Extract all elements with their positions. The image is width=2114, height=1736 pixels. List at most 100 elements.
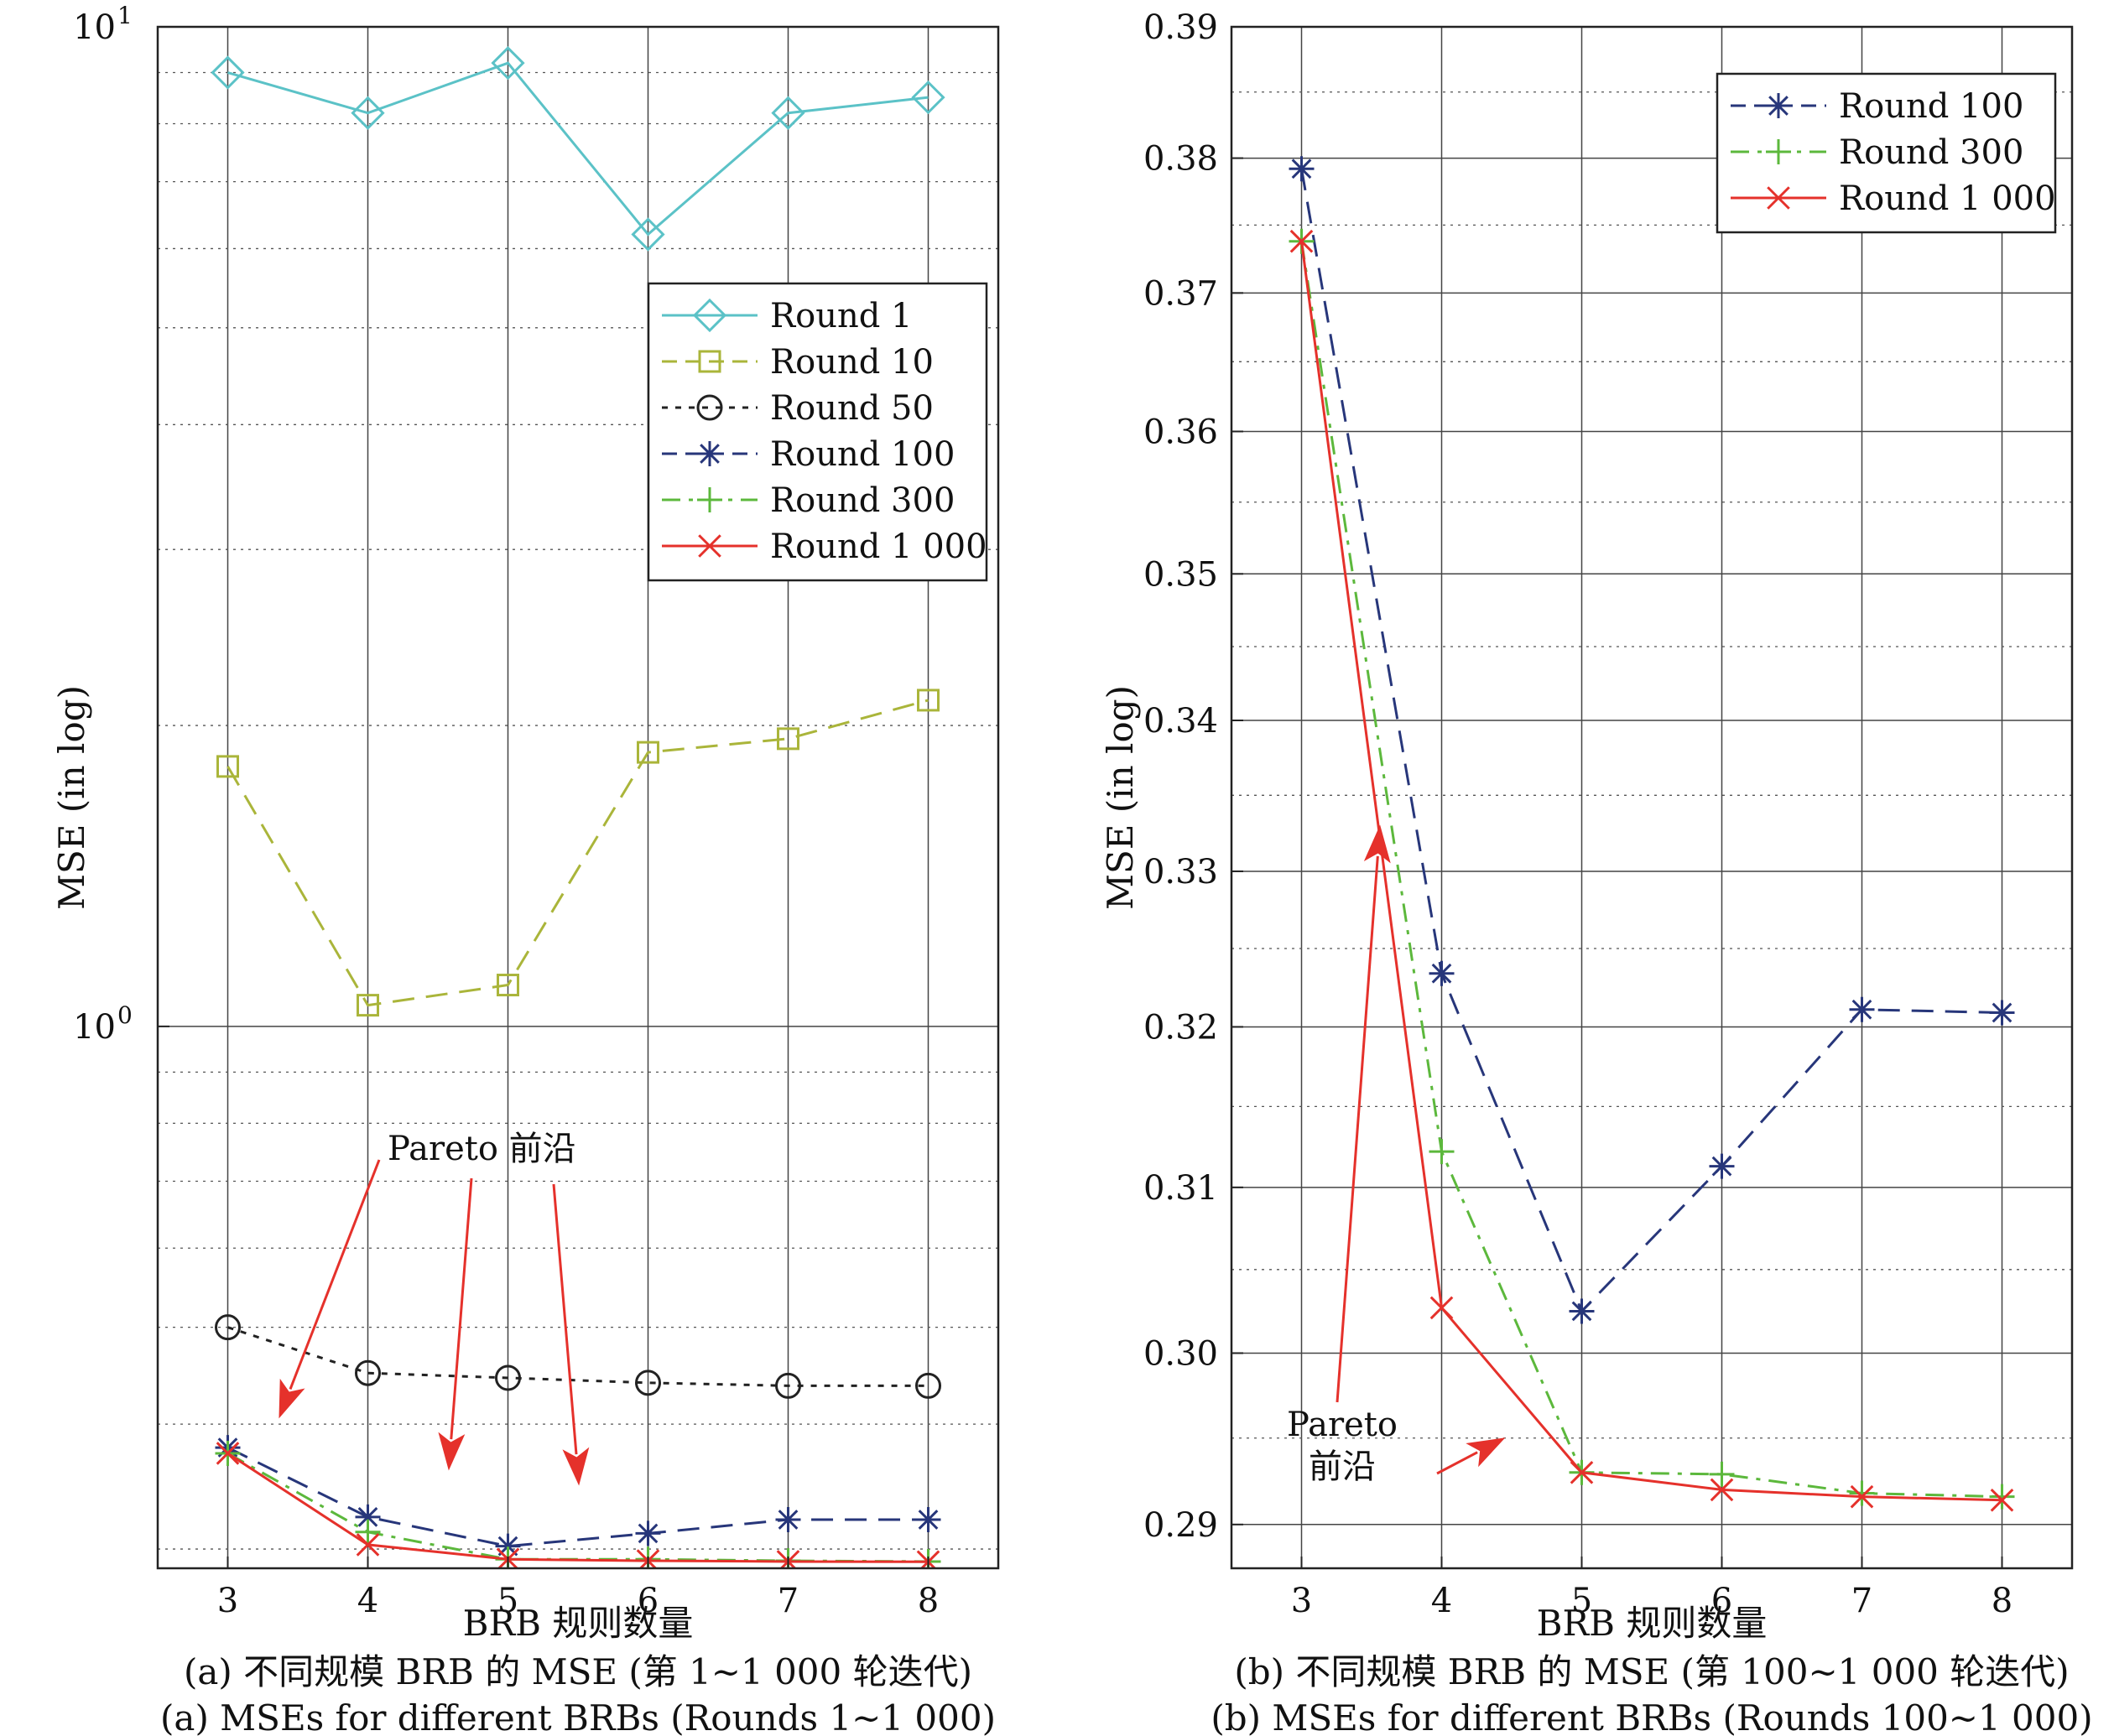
legend-marker xyxy=(698,534,721,558)
data-point xyxy=(1570,1460,1594,1484)
x-tick-label: 3 xyxy=(217,1582,238,1620)
legend-label: Round 1 xyxy=(770,297,913,335)
data-point xyxy=(491,46,525,81)
y-tick-label: 0.37 xyxy=(1143,274,1218,313)
data-point xyxy=(216,1442,240,1465)
data-point xyxy=(775,1507,801,1533)
y-axis-label-right: MSE (in log) xyxy=(1100,685,1141,910)
plot-frame-left xyxy=(156,25,1000,1570)
data-point xyxy=(1989,1000,2015,1026)
legend-marker xyxy=(692,298,727,333)
legend-entry: Round 1 000 xyxy=(1731,179,2056,218)
y-tick-label: 0.32 xyxy=(1143,1008,1218,1047)
x-tick-label: 4 xyxy=(357,1582,378,1620)
series-line xyxy=(226,699,929,1007)
x-tick-label: 7 xyxy=(1851,1582,1872,1620)
data-point xyxy=(915,1507,941,1533)
series-round300 xyxy=(1289,228,2015,1510)
y-tick-label: 0.33 xyxy=(1143,853,1218,891)
x-tick-label: 8 xyxy=(1992,1582,2012,1620)
data-point xyxy=(497,974,519,997)
y-tick-label: 0.31 xyxy=(1143,1169,1218,1208)
y-tick-label: 0.36 xyxy=(1143,413,1218,451)
annotation-pareto-left: Pareto 前沿 xyxy=(388,1130,576,1168)
legend-marker xyxy=(1766,93,1791,118)
legend-entry: Round 100 xyxy=(662,435,955,474)
legend-marker xyxy=(696,394,723,421)
y-tick-label: 0.34 xyxy=(1143,702,1218,741)
series-line xyxy=(227,61,929,236)
annotation-arrow-2 xyxy=(438,1177,473,1471)
y-tick-exponent: 0 xyxy=(117,1001,133,1029)
series-right xyxy=(1289,156,2015,1512)
series-round100 xyxy=(1289,156,2015,1324)
annotation-pareto-right-line1: Pareto xyxy=(1287,1406,1398,1444)
legend-label: Round 100 xyxy=(1839,87,2023,126)
data-point xyxy=(911,81,945,115)
legend-label: Round 100 xyxy=(770,435,955,474)
data-point xyxy=(1429,1296,1454,1320)
annotation-arrow-1 xyxy=(1336,824,1391,1403)
data-point xyxy=(357,994,379,1017)
data-point xyxy=(1710,1478,1734,1502)
legend-marker xyxy=(1766,139,1791,164)
data-point xyxy=(215,1314,241,1341)
ticks-right: 3 4 5 6 7 8 0.29 0.30 0.31 0.32 0.33 0.34 0.35 0.36 0.… xyxy=(1143,8,2012,1620)
data-point xyxy=(1989,1484,2015,1510)
series-left xyxy=(211,46,945,1568)
data-point xyxy=(1990,1488,2014,1512)
caption-right-en: (b) MSEs for different BRBs (Rounds 100~… xyxy=(1211,1697,2092,1736)
data-point xyxy=(1709,1153,1735,1179)
y-tick-label: 0.30 xyxy=(1143,1334,1218,1373)
data-point xyxy=(216,755,239,778)
x-tick-label: 8 xyxy=(918,1582,939,1620)
caption-left-cn: (a) 不同规模 BRB 的 MSE (第 1~1 000 轮迭代) xyxy=(184,1651,972,1692)
data-point xyxy=(1709,1461,1735,1487)
y-tick-exponent: 1 xyxy=(117,2,133,29)
legend-label: Round 1 000 xyxy=(1839,179,2056,218)
legend-label: Round 10 xyxy=(770,343,934,382)
data-point xyxy=(1429,960,1455,986)
data-point xyxy=(355,1504,381,1530)
data-point xyxy=(1849,996,1875,1022)
legend-label: Round 300 xyxy=(770,481,955,520)
y-tick-label: 0.29 xyxy=(1143,1506,1218,1545)
legend-marker xyxy=(1767,186,1790,210)
annotation-pareto-right-line2: 前沿 xyxy=(1309,1448,1376,1486)
legend-entry: Round 50 xyxy=(662,389,934,428)
y-tick-label: 0.39 xyxy=(1143,8,1218,47)
chart-right: 3 4 5 6 7 8 0.29 0.30 0.31 0.32 0.33 0.34 0.35 0.36 0.… xyxy=(1100,8,2093,1736)
x-tick-label: 5 xyxy=(497,1582,518,1620)
data-point xyxy=(1850,1484,1874,1509)
data-point xyxy=(777,727,799,751)
annotation-right: Pareto 前沿 xyxy=(1287,824,1506,1486)
caption-left-en: (a) MSEs for different BRBs (Rounds 1~1 … xyxy=(160,1697,996,1736)
series-round1000 xyxy=(1289,229,2014,1512)
data-point xyxy=(1849,1480,1875,1506)
series-round50 xyxy=(215,1314,941,1399)
legend-entry: Round 1 xyxy=(662,297,913,335)
legend-label: Round 1 000 xyxy=(770,528,987,566)
data-point xyxy=(917,689,940,712)
legend-box xyxy=(647,282,988,582)
data-point xyxy=(631,217,665,252)
legend-entry: Round 100 xyxy=(1731,87,2023,126)
caption-right-cn: (b) 不同规模 BRB 的 MSE (第 100~1 000 轮迭代) xyxy=(1234,1651,2069,1692)
series-round1 xyxy=(211,46,945,252)
grid-left xyxy=(158,26,998,1568)
x-tick-label: 6 xyxy=(1711,1582,1732,1620)
data-point xyxy=(635,1520,661,1546)
x-axis-label-left: BRB 规则数量 xyxy=(463,1603,694,1644)
annotation-arrow-3 xyxy=(552,1183,590,1486)
legend-entry: Round 300 xyxy=(662,481,955,520)
x-tick-label: 4 xyxy=(1431,1582,1452,1620)
series-line xyxy=(226,1446,929,1548)
plot-frame-right xyxy=(1230,25,2074,1570)
data-point xyxy=(915,1372,941,1399)
data-point xyxy=(351,96,385,130)
series-line xyxy=(226,1452,929,1563)
annotation-left: Pareto 前沿 xyxy=(279,1130,590,1486)
legend-entry: Round 10 xyxy=(662,343,934,382)
